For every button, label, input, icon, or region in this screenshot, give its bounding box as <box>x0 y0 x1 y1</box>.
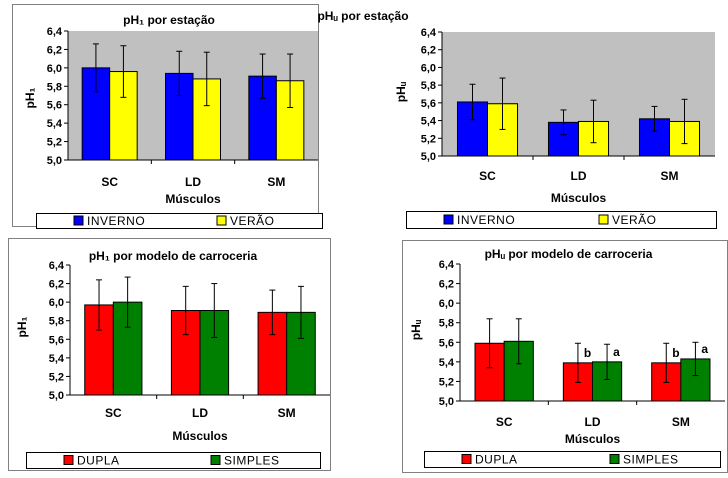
legend: INVERNO VERÃO <box>406 211 717 229</box>
chart-1: pH₁ por estação 6,4 6,2 6,0 5,8 5,6 5,4 5,2 5,0 p… <box>12 4 323 229</box>
legend-label: DUPLA <box>77 454 120 468</box>
y-tick-label: 5,2 <box>47 137 62 149</box>
x-tick-label: LD <box>585 415 601 429</box>
legend-swatch <box>63 455 74 465</box>
y-tick-label: 5,6 <box>47 100 62 112</box>
y-tick-label: 6,2 <box>49 279 64 291</box>
y-axis-label: pHᵤ <box>394 81 408 102</box>
y-axis-label: pH₁ <box>15 316 29 337</box>
y-tick-label: 5,8 <box>439 318 454 330</box>
chart-4: pHᵤ por modelo de carroceria 6,4 6,2 6,0 5,8… <box>402 240 728 473</box>
significance-letter: b <box>672 346 679 360</box>
y-tick-label: 5,4 <box>421 116 437 128</box>
legend-swatch <box>443 214 454 225</box>
legend-swatch <box>598 214 609 225</box>
y-tick-label: 5,0 <box>439 396 454 408</box>
x-tick-label: LD <box>185 175 201 189</box>
legend-swatch <box>73 215 84 226</box>
x-tick-label: LD <box>192 406 208 420</box>
legend-label: VERÃO <box>612 213 657 227</box>
y-tick-label: 5,6 <box>421 98 436 110</box>
y-tick-label: 5,8 <box>49 316 64 328</box>
x-axis-label: Músculos <box>165 192 221 206</box>
y-tick-label: 6,0 <box>421 62 436 74</box>
y-tick-label: 6,4 <box>421 27 437 39</box>
y-tick-label: 6,2 <box>47 44 62 56</box>
y-tick-label: 5,0 <box>49 390 64 402</box>
x-tick-label: SC <box>101 175 118 189</box>
y-tick-label: 6,0 <box>439 298 454 310</box>
bar-verão <box>192 78 221 161</box>
significance-letter: a <box>701 342 708 356</box>
y-tick-label: 6,0 <box>49 297 64 309</box>
y-tick-label: 5,0 <box>421 151 436 163</box>
x-tick-label: SM <box>278 406 296 420</box>
y-tick-label: 5,6 <box>439 337 454 349</box>
legend-swatch <box>461 454 472 464</box>
legend-box <box>26 452 321 469</box>
legend-box <box>36 213 323 229</box>
x-axis-label: Músculos <box>551 191 607 205</box>
x-tick-label: SC <box>496 415 513 429</box>
y-tick-label: 5,2 <box>439 376 454 388</box>
y-tick-label: 5,4 <box>47 118 63 130</box>
y-tick-label: 6,0 <box>47 63 62 75</box>
legend-label: SIMPLES <box>623 453 679 467</box>
y-tick-label: 5,4 <box>49 353 65 365</box>
legend-label: VERÃO <box>230 214 275 228</box>
legend: INVERNO VERÃO <box>36 213 323 229</box>
significance-letter: b <box>584 346 591 360</box>
x-tick-label: SM <box>267 175 285 189</box>
y-axis-label: pHᵤ <box>409 319 423 340</box>
legend: DUPLA SIMPLES <box>26 452 321 469</box>
y-tick-label: 5,8 <box>47 81 62 93</box>
x-tick-label: SM <box>672 415 690 429</box>
y-tick-label: 6,4 <box>439 259 455 271</box>
y-tick-label: 6,4 <box>49 260 65 272</box>
significance-letter: a <box>613 345 620 359</box>
chart-title: pH₁ por estação <box>123 13 215 27</box>
legend-label: DUPLA <box>475 453 518 467</box>
legend-swatch <box>216 215 227 226</box>
x-tick-label: SC <box>479 169 496 183</box>
legend-swatch <box>609 454 620 464</box>
y-tick-label: 5,8 <box>421 80 436 92</box>
y-tick-label: 5,2 <box>421 133 436 145</box>
chart-2: pHᵤ por estação 6,4 6,2 6,0 5,8 5,6 5,4 5,2 5,0 p… <box>317 9 717 229</box>
x-tick-label: LD <box>571 169 587 183</box>
legend-box <box>406 211 717 229</box>
y-tick-label: 6,4 <box>47 26 63 38</box>
chart-title: pH₁ por modelo de carroceria <box>89 249 258 263</box>
chart-title: pHᵤ por estação <box>317 9 408 23</box>
chart-3: pH₁ por modelo de carroceria 6,4 6,2 6,0 5,8… <box>8 238 331 471</box>
legend-label: INVERNO <box>457 213 515 227</box>
y-tick-label: 6,2 <box>421 45 436 57</box>
y-tick-label: 6,2 <box>439 279 454 291</box>
legend: DUPLA SIMPLES <box>424 451 721 468</box>
legend-label: SIMPLES <box>224 454 280 468</box>
chart-title: pHᵤ por modelo de carroceria <box>485 247 653 261</box>
y-tick-label: 5,4 <box>439 357 455 369</box>
y-axis-label: pH₁ <box>23 87 37 108</box>
y-tick-label: 5,6 <box>49 334 64 346</box>
legend-label: INVERNO <box>87 214 145 228</box>
x-axis-label: Músculos <box>172 429 228 443</box>
x-tick-label: SM <box>661 169 679 183</box>
x-axis-label: Músculos <box>565 432 621 446</box>
legend-box <box>424 451 721 468</box>
legend-swatch <box>210 455 221 465</box>
y-tick-label: 5,2 <box>49 371 64 383</box>
bar-verão <box>109 71 138 161</box>
bar-inverno <box>81 67 111 161</box>
y-tick-label: 5,0 <box>47 155 62 167</box>
x-tick-label: SC <box>105 406 122 420</box>
